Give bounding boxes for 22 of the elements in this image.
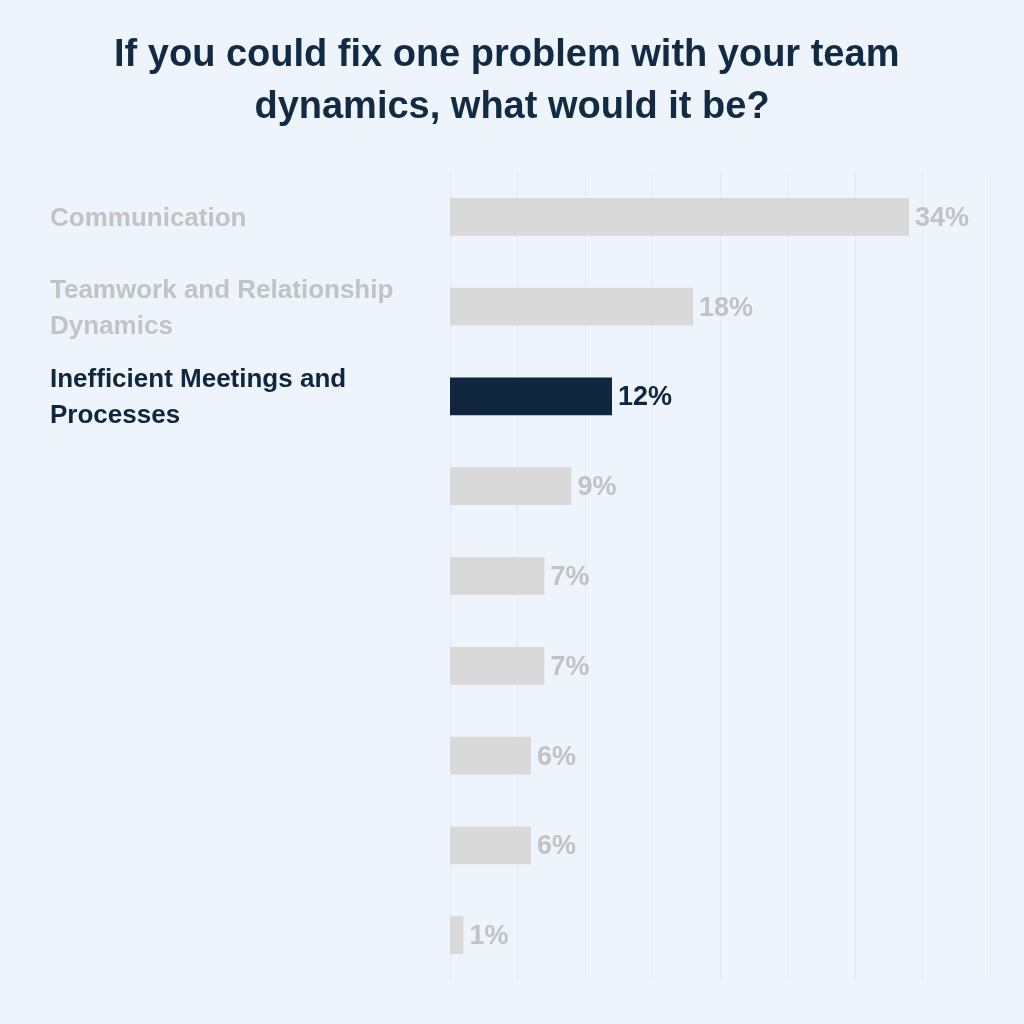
data-label: 9% bbox=[577, 471, 617, 502]
bar bbox=[450, 198, 909, 236]
data-label: 6% bbox=[537, 740, 577, 771]
data-label: 7% bbox=[550, 650, 590, 681]
bar bbox=[450, 736, 531, 775]
bar bbox=[450, 646, 545, 685]
data-label: 6% bbox=[537, 830, 577, 861]
data-label: 1% bbox=[469, 920, 509, 951]
data-label: 7% bbox=[550, 561, 590, 591]
data-label: 18% bbox=[699, 291, 754, 322]
bar bbox=[450, 467, 572, 506]
bar bbox=[450, 557, 545, 595]
y-tick-label: Teamwork and Relationship Dynamics bbox=[50, 273, 401, 340]
bar bbox=[450, 916, 464, 954]
bar bbox=[450, 826, 531, 865]
chart-title: If you could fix one problem with your team dynamics, what would it be? bbox=[114, 32, 910, 126]
bar bbox=[450, 287, 693, 326]
y-tick-label: Inefficient Meetings and Processes bbox=[50, 363, 354, 430]
data-label: 34% bbox=[915, 201, 970, 232]
y-tick-label: Communication bbox=[50, 201, 247, 232]
data-label: 12% bbox=[618, 381, 673, 412]
bar bbox=[450, 377, 612, 416]
